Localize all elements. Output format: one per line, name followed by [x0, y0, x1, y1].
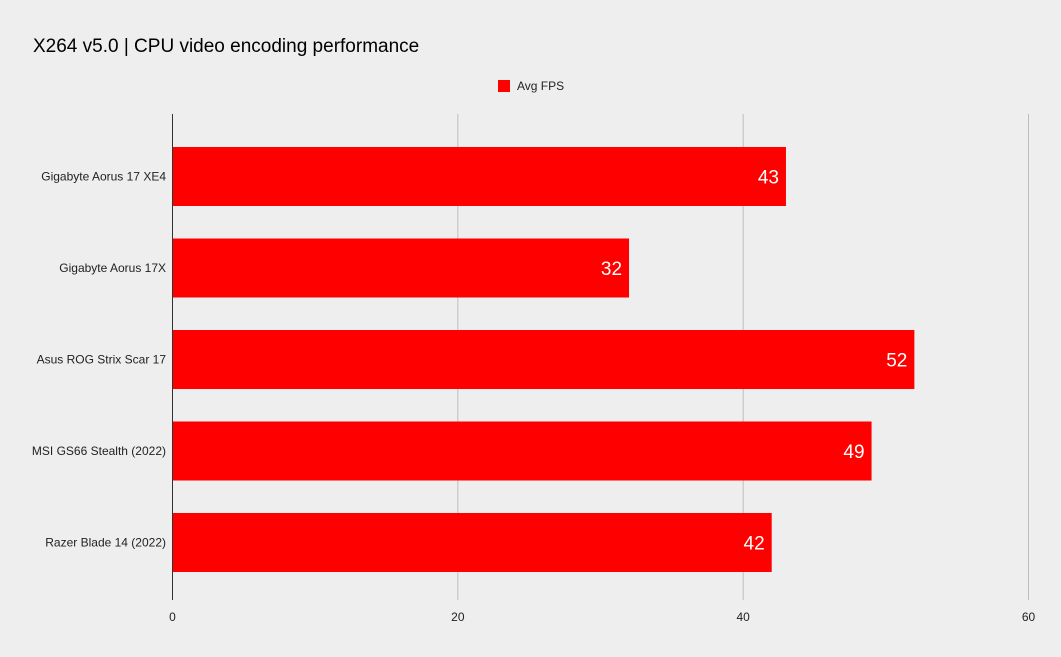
- x-axis-ticks: 0 20 40 60: [169, 610, 1035, 624]
- data-labels: 43 32 52 49 42: [601, 168, 907, 555]
- x-tick-label: 20: [451, 610, 465, 624]
- data-label: 32: [601, 259, 622, 280]
- data-label: 42: [744, 534, 765, 555]
- bar: [172, 238, 630, 298]
- category-label: MSI GS66 Stealth (2022): [32, 444, 166, 458]
- legend-swatch-avg-fps: [498, 80, 510, 92]
- category-label: Gigabyte Aorus 17 XE4: [41, 170, 166, 184]
- data-label: 43: [758, 168, 779, 189]
- category-label: Razer Blade 14 (2022): [45, 536, 166, 550]
- bar: [172, 330, 915, 389]
- category-label: Gigabyte Aorus 17X: [59, 261, 166, 275]
- data-label: 49: [843, 442, 864, 463]
- bar: [172, 513, 772, 572]
- legend: Avg FPS: [498, 79, 564, 93]
- x-tick-label: 40: [736, 610, 750, 624]
- data-label: 52: [886, 351, 907, 372]
- category-labels: Gigabyte Aorus 17 XE4 Gigabyte Aorus 17X A…: [32, 170, 166, 550]
- legend-label-avg-fps: Avg FPS: [517, 79, 564, 93]
- chart-title: X264 v5.0 | CPU video encoding performan…: [33, 36, 419, 57]
- category-label: Asus ROG Strix Scar 17: [37, 353, 167, 367]
- x-tick-label: 0: [169, 610, 176, 624]
- x-tick-label: 60: [1022, 610, 1036, 624]
- bar: [172, 147, 786, 206]
- bar: [172, 421, 872, 481]
- bars: [172, 147, 915, 572]
